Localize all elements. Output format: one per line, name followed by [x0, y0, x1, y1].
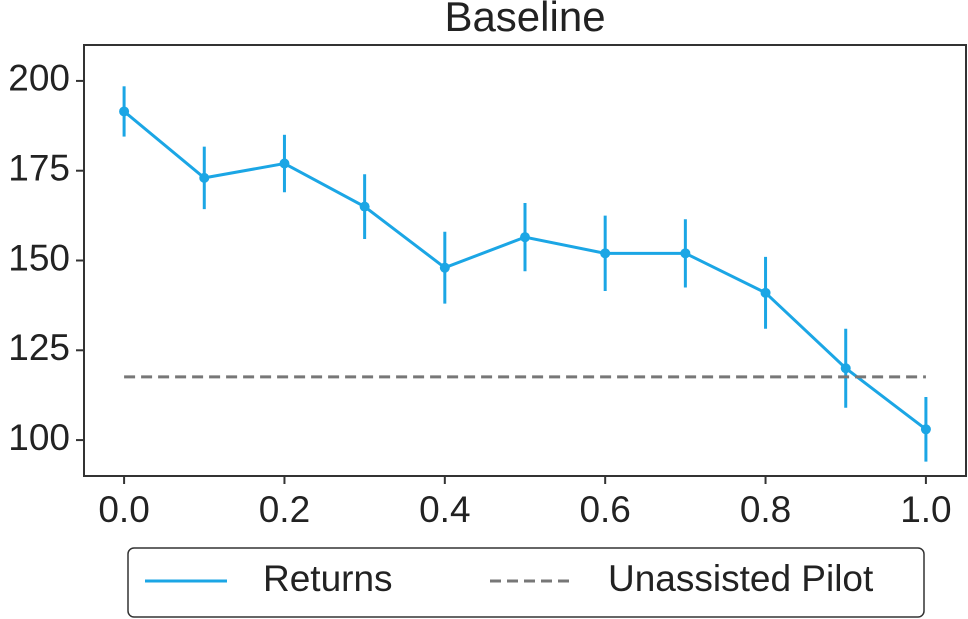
data-point	[359, 201, 370, 212]
data-point	[760, 287, 771, 298]
data-point	[279, 158, 290, 169]
data-point	[439, 262, 450, 273]
legend-label: Unassisted Pilot	[608, 558, 874, 599]
data-point	[199, 172, 210, 183]
legend-label: Returns	[263, 558, 393, 599]
data-point	[920, 424, 931, 435]
data-point	[520, 232, 530, 243]
x-tick-label: 0.4	[419, 489, 470, 530]
y-tick-label: 175	[8, 147, 70, 188]
y-tick-label: 150	[8, 237, 70, 278]
data-point	[600, 248, 611, 259]
x-tick-label: 0.6	[579, 489, 630, 530]
y-tick-label: 200	[8, 58, 70, 99]
x-tick-label: 0.2	[259, 489, 310, 530]
y-tick-label: 100	[8, 417, 70, 458]
chart-title: Baseline	[444, 0, 605, 40]
x-tick-label: 1.0	[900, 489, 951, 530]
data-point	[119, 106, 130, 117]
x-tick-label: 0.0	[98, 489, 149, 530]
x-tick-label: 0.8	[740, 489, 791, 530]
data-point	[840, 363, 851, 374]
y-tick-label: 125	[8, 327, 70, 368]
data-point	[680, 248, 691, 259]
